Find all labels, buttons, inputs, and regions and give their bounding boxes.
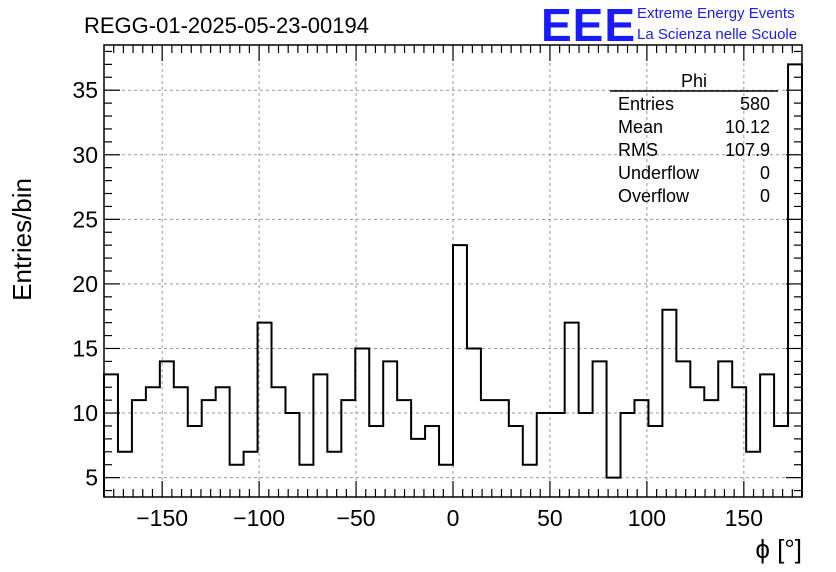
stats-box: Phi Entries 580 Mean 10.12 RMS 107.9 Underflow…	[610, 71, 778, 206]
x-tick-label: −150	[136, 505, 188, 531]
stats-row-label: Mean	[618, 117, 663, 137]
x-tick-label: 50	[537, 505, 563, 531]
x-tick-label: 150	[725, 505, 763, 531]
eee-logo: EEE Extreme Energy Events La Scienza nel…	[541, 0, 797, 51]
x-tick-labels: −150 −100 −50 0 50 100 150	[136, 505, 763, 531]
axis-ticks	[104, 45, 802, 497]
y-tick-label: 35	[72, 77, 98, 103]
x-tick-label: −100	[233, 505, 285, 531]
stats-row-value: 107.9	[725, 140, 770, 160]
x-tick-label: 100	[628, 505, 666, 531]
stats-rows: Entries 580 Mean 10.12 RMS 107.9 Underflow 0 Ove…	[618, 94, 770, 206]
stats-name: Phi	[681, 71, 707, 91]
y-axis-title: Entries/bin	[7, 178, 37, 301]
stats-row-label: Overflow	[618, 186, 690, 206]
stats-row-value: 0	[760, 163, 770, 183]
x-axis-title: ϕ [°]	[755, 534, 802, 564]
stats-row-label: Entries	[618, 94, 674, 114]
y-tick-label: 10	[72, 400, 98, 426]
y-tick-label: 15	[72, 335, 98, 361]
y-tick-label: 20	[72, 271, 98, 297]
x-tick-label: −50	[337, 505, 376, 531]
histogram-line	[103, 63, 803, 497]
eee-logo-line2: La Scienza nelle Scuole	[637, 26, 797, 43]
y-tick-label: 25	[72, 206, 98, 232]
stats-row-label: Underflow	[618, 163, 700, 183]
stats-row-label: RMS	[618, 140, 658, 160]
eee-logo-line1: Extreme Energy Events	[637, 5, 795, 22]
y-tick-label: 30	[72, 142, 98, 168]
stats-row-value: 10.12	[725, 117, 770, 137]
chart-title: REGG-01-2025-05-23-00194	[84, 13, 369, 38]
x-tick-label: 0	[447, 505, 460, 531]
stats-row-value: 580	[740, 94, 770, 114]
y-tick-labels: 5 10 15 20 25 30 35	[72, 77, 98, 490]
y-tick-label: 5	[85, 465, 98, 491]
stats-row-value: 0	[760, 186, 770, 206]
eee-logo-letters: EEE	[541, 0, 636, 51]
